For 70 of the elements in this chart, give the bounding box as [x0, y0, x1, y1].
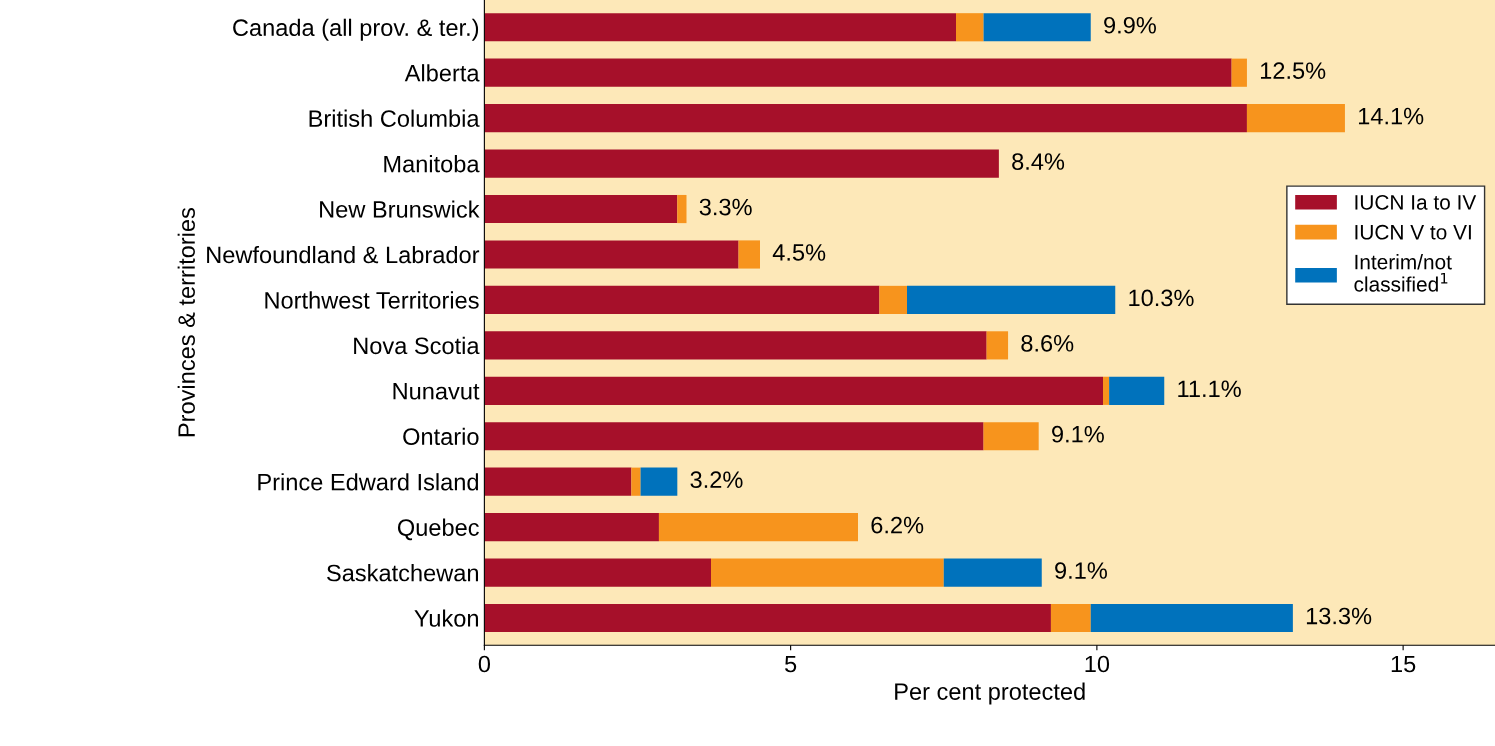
bar — [658, 513, 858, 542]
bar — [484, 13, 956, 42]
bar — [956, 13, 984, 42]
total-label: 14.1% — [1358, 107, 1424, 125]
total-label: 9.1% — [1055, 562, 1107, 579]
y-tick-label: Saskatchewan — [327, 564, 478, 582]
bar — [640, 467, 678, 496]
x-axis-title: Per cent protected — [895, 682, 1085, 705]
bar — [484, 422, 984, 451]
bar — [1109, 376, 1165, 405]
bar — [983, 422, 1039, 451]
bar — [484, 603, 1051, 633]
total-label: 9.9% — [1104, 16, 1156, 34]
bar — [484, 467, 632, 496]
total-label: 8.4% — [1012, 153, 1065, 170]
bar — [879, 285, 907, 315]
total-label: 12.5% — [1260, 62, 1326, 80]
bar — [484, 104, 1247, 133]
y-tick-label: Ontario — [403, 427, 479, 446]
bar — [1050, 603, 1091, 633]
legend-label: IUCN V to VI — [1355, 224, 1471, 240]
bar — [484, 149, 999, 178]
bar — [1231, 58, 1247, 87]
bar — [983, 13, 1091, 42]
legend-label: Interim/not classified$^{1}$ — [1354, 254, 1452, 292]
bar — [986, 331, 1009, 360]
bar — [738, 240, 760, 269]
y-axis-title: Provinces & territories — [177, 208, 195, 437]
y-tick-label: Nova Scotia — [354, 336, 480, 355]
y-tick-label: Canada (all prov. & ter.) — [233, 18, 479, 41]
total-label: 8.6% — [1021, 334, 1074, 352]
y-tick-label: Yukon — [414, 609, 478, 627]
total-label: 11.1% — [1178, 380, 1241, 398]
y-tick-label: Alberta — [404, 64, 480, 82]
bar — [484, 376, 1103, 405]
x-tick-label: 5 — [785, 655, 797, 673]
y-tick-label: Newfoundland & Labrador — [207, 245, 480, 264]
bar — [1246, 104, 1345, 133]
bar — [484, 285, 880, 315]
bar — [631, 467, 641, 496]
bar — [943, 558, 1042, 587]
y-tick-label: Nunavut — [393, 383, 480, 400]
x-tick-label: 10 — [1085, 655, 1110, 673]
bar — [1103, 376, 1110, 405]
bar — [907, 285, 1116, 315]
y-tick-label: Prince Edward Island — [258, 473, 479, 491]
bar — [484, 240, 739, 269]
bar — [711, 558, 944, 587]
y-tick-label: Quebec — [397, 518, 479, 541]
bar — [677, 194, 687, 224]
y-tick-label: Manitoba — [384, 155, 480, 173]
y-tick-label: New Brunswick — [320, 200, 480, 218]
total-label: 3.3% — [699, 198, 752, 216]
legend-label: IUCN Ia to IV — [1355, 194, 1477, 210]
total-label: 10.3% — [1129, 289, 1194, 307]
bar — [484, 58, 1232, 87]
total-label: 6.2% — [871, 516, 924, 534]
bar — [484, 558, 711, 587]
y-tick-label: British Columbia — [309, 109, 480, 127]
x-tick-label: 0 — [478, 655, 491, 673]
total-label: 9.1% — [1052, 425, 1104, 443]
x-tick-label: 15 — [1391, 655, 1416, 673]
bar — [1090, 603, 1293, 633]
bar — [484, 513, 659, 542]
bar — [484, 331, 987, 360]
bar — [484, 194, 678, 224]
total-label: 3.2% — [690, 471, 743, 489]
y-tick-label: Northwest Territories — [265, 291, 479, 309]
total-label: 13.3% — [1306, 607, 1372, 625]
total-label: 4.5% — [772, 244, 826, 261]
